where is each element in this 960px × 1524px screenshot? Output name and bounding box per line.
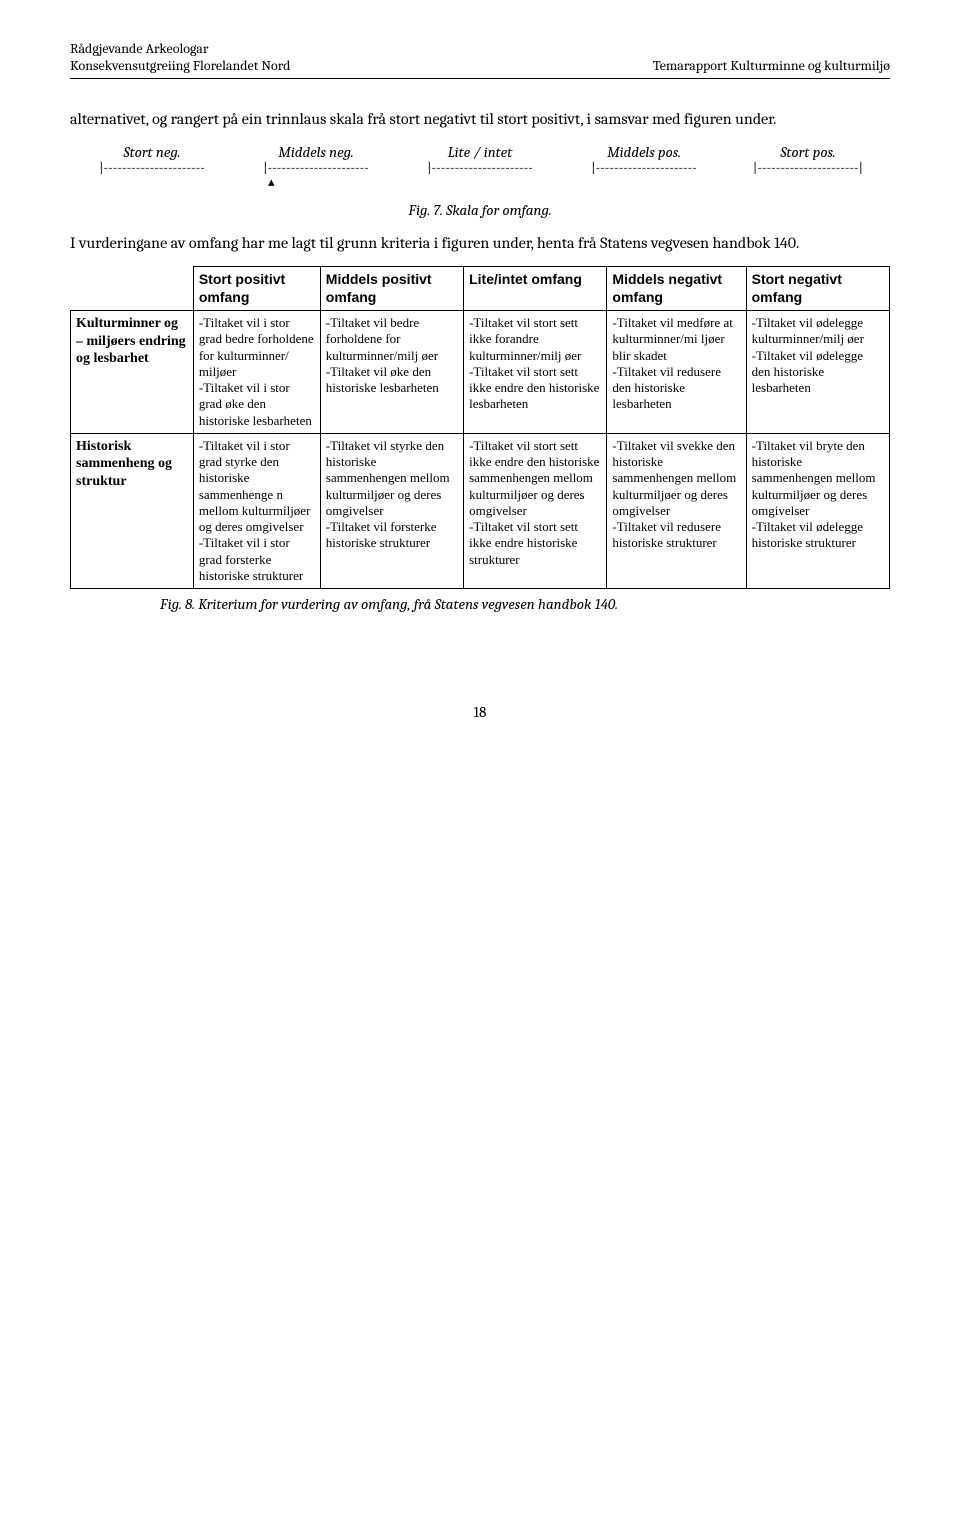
scale-labels: Stort neg. Middels neg. Lite / intet Mid…	[70, 143, 890, 161]
ruler-seg-2: |----------------------	[398, 161, 562, 175]
cell-0-2: -Tiltaket vil stort sett ikke forandre k…	[464, 311, 607, 434]
row-head-0: Kulturminner og – miljøers endring og le…	[71, 311, 194, 434]
row-head-1: Historisk sammenheng og struktur	[71, 433, 194, 588]
scale-label-3: Middels pos.	[562, 143, 726, 161]
cell-1-3: -Tiltaket vil svekke den historiske samm…	[607, 433, 746, 588]
criteria-table: Stort positivt omfang Middels positivt o…	[70, 266, 890, 589]
header-left: Rådgjevande Arkeologar Konsekvensutgreii…	[70, 40, 290, 74]
scale-pointer-icon: ▴	[268, 176, 890, 189]
header-blank	[653, 40, 890, 57]
header-org: Rådgjevande Arkeologar	[70, 40, 290, 57]
cell-1-4: -Tiltaket vil bryte den historiske samme…	[746, 433, 889, 588]
cell-0-0: -Tiltaket vil i stor grad bedre forholde…	[193, 311, 320, 434]
table-header-row: Stort positivt omfang Middels positivt o…	[71, 267, 890, 311]
col-header-4: Stort negativt omfang	[746, 267, 889, 311]
scale-ruler: |---------------------- |---------------…	[70, 161, 890, 175]
col-header-2: Lite/intet omfang	[464, 267, 607, 311]
col-header-1: Middels positivt omfang	[320, 267, 463, 311]
table-row: Kulturminner og – miljøers endring og le…	[71, 311, 890, 434]
header-right: Temarapport Kulturminne og kulturmiljø	[653, 40, 890, 74]
page-number: 18	[70, 703, 890, 721]
col-header-3: Middels negativt omfang	[607, 267, 746, 311]
ruler-seg-1: |----------------------	[234, 161, 398, 175]
table-corner-cell	[71, 267, 194, 311]
table-row: Historisk sammenheng og struktur -Tiltak…	[71, 433, 890, 588]
fig7-caption: Fig. 7. Skala for omfang.	[70, 201, 890, 219]
cell-1-2: -Tiltaket vil stort sett ikke endre den …	[464, 433, 607, 588]
intro-paragraph: alternativet, og rangert på ein trinnlau…	[70, 109, 890, 131]
col-header-0: Stort positivt omfang	[193, 267, 320, 311]
cell-0-3: -Tiltaket vil medføre at kulturminner/mi…	[607, 311, 746, 434]
cell-1-0: -Tiltaket vil i stor grad styrke den his…	[193, 433, 320, 588]
ruler-seg-0: |----------------------	[70, 161, 234, 175]
header-project: Konsekvensutgreiing Florelandet Nord	[70, 57, 290, 74]
scale-label-4: Stort pos.	[726, 143, 890, 161]
ruler-seg-4: |----------------------|	[726, 161, 890, 175]
scale-label-1: Middels neg.	[234, 143, 398, 161]
header-divider	[70, 78, 890, 79]
ruler-seg-3: |----------------------	[562, 161, 726, 175]
header-report-title: Temarapport Kulturminne og kulturmiljø	[653, 57, 890, 74]
cell-1-1: -Tiltaket vil styrke den historiske samm…	[320, 433, 463, 588]
cell-0-4: -Tiltaket vil ødelegge kulturminner/milj…	[746, 311, 889, 434]
page-header: Rådgjevande Arkeologar Konsekvensutgreii…	[70, 40, 890, 74]
cell-0-1: -Tiltaket vil bedre forholdene for kultu…	[320, 311, 463, 434]
scale-label-0: Stort neg.	[70, 143, 234, 161]
scale-label-2: Lite / intet	[398, 143, 562, 161]
evaluation-paragraph: I vurderingane av omfang har me lagt til…	[70, 233, 890, 255]
fig8-caption: Fig. 8. Kriterium for vurdering av omfan…	[160, 595, 890, 613]
